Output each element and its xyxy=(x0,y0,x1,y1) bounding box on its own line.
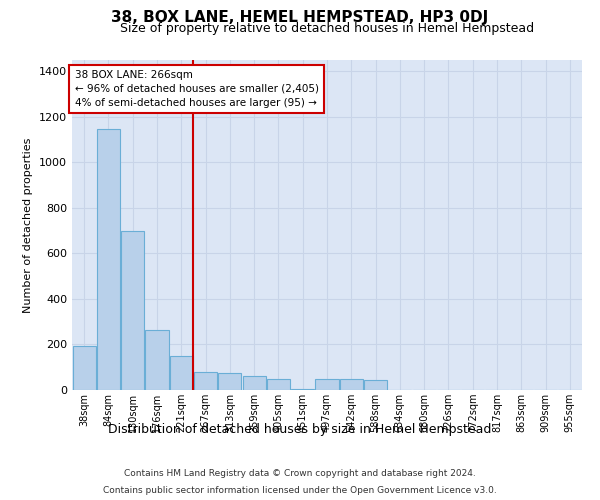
Bar xyxy=(364,380,387,390)
Title: Size of property relative to detached houses in Hemel Hempstead: Size of property relative to detached ho… xyxy=(120,22,534,35)
Bar xyxy=(316,380,338,390)
Bar xyxy=(218,373,241,390)
Bar xyxy=(291,389,314,390)
Bar xyxy=(121,230,144,390)
Bar xyxy=(340,380,363,390)
Bar xyxy=(242,376,266,390)
Bar xyxy=(194,372,217,390)
Y-axis label: Number of detached properties: Number of detached properties xyxy=(23,138,34,312)
Bar xyxy=(73,346,95,390)
Text: 38, BOX LANE, HEMEL HEMPSTEAD, HP3 0DJ: 38, BOX LANE, HEMEL HEMPSTEAD, HP3 0DJ xyxy=(112,10,488,25)
Bar xyxy=(145,330,169,390)
Bar xyxy=(97,130,120,390)
Bar xyxy=(267,379,290,390)
Text: Contains HM Land Registry data © Crown copyright and database right 2024.: Contains HM Land Registry data © Crown c… xyxy=(124,468,476,477)
Text: 38 BOX LANE: 266sqm
← 96% of detached houses are smaller (2,405)
4% of semi-deta: 38 BOX LANE: 266sqm ← 96% of detached ho… xyxy=(74,70,319,108)
Bar xyxy=(170,356,193,390)
Text: Distribution of detached houses by size in Hemel Hempstead: Distribution of detached houses by size … xyxy=(109,422,491,436)
Text: Contains public sector information licensed under the Open Government Licence v3: Contains public sector information licen… xyxy=(103,486,497,495)
